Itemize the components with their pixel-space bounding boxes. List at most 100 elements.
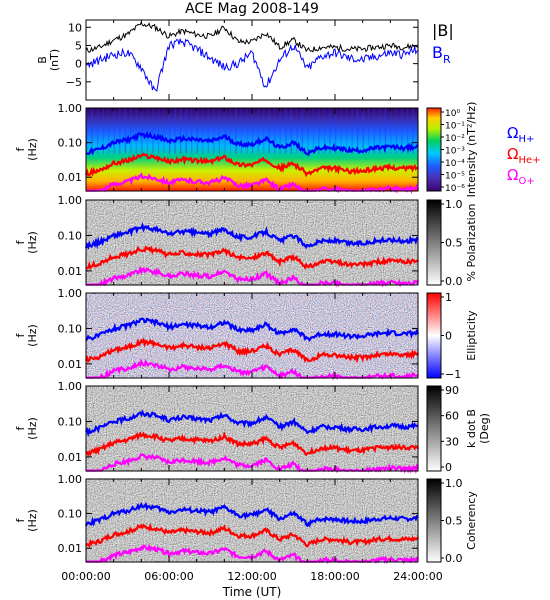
y-tick-label: 0.10 [58, 229, 83, 242]
omega-h-line [85, 409, 419, 438]
spectrogram-stripe [191, 108, 193, 154]
spectrogram-stripe [307, 108, 309, 154]
x-axis: 00:00:00 06:00:00 12:00:00 18:00:00 24:00:00 [61, 20, 443, 583]
y-axis-label: f [14, 239, 27, 244]
spectrogram-stripe [412, 108, 414, 154]
colorbar-tick-label: 0.0 [445, 275, 463, 288]
colorbar-tick-label: 30 [445, 435, 459, 448]
panel-ellipticity: 1.00 0.10 0.01 f (Hz) 1 0 −1 Ellipticity [14, 287, 478, 381]
colorbar-tick-label: 10⁻³ [445, 147, 465, 157]
omega-h-line [85, 130, 419, 156]
colorbar [426, 478, 442, 563]
y-tick-label: 0.10 [58, 137, 83, 150]
y-tick-label: 1.00 [58, 287, 83, 300]
x-tick-label: 00:00:00 [61, 570, 110, 583]
colorbar-label: (Deg) [478, 413, 491, 444]
spectrogram-stripe [395, 108, 398, 154]
panel-magnetic-field: 10 5 0 −5 B (nT) |B| BR [36, 19, 454, 101]
y-tick-label: 0.10 [58, 322, 83, 335]
spectrogram-stripe [152, 108, 154, 154]
y-axis-label-units: (Hz) [26, 417, 39, 440]
y-tick-label: 0.10 [58, 415, 83, 428]
spectrogram-stripe [119, 108, 121, 154]
series-b-radial [85, 38, 419, 93]
y-tick-label: 1.00 [58, 194, 83, 207]
colorbar [426, 385, 442, 472]
colorbar-tick-label: 10⁻² [445, 134, 465, 144]
spectrogram-stripe [296, 108, 298, 154]
spectrogram-stripe [169, 108, 171, 154]
y-axis-label-units: (Hz) [26, 138, 39, 161]
spectrogram-stripe [196, 108, 198, 154]
spectrogram-stripe [207, 108, 209, 154]
y-tick-label: 0.01 [58, 171, 83, 184]
panel-k-dot-b: 1.00 0.10 0.01 f (Hz) 90 60 30 0 k dot B (Deg) [14, 380, 491, 474]
spectrogram-stripe [290, 108, 292, 154]
y-tick-label: 0.01 [58, 265, 83, 278]
colorbar [426, 107, 442, 192]
figure-title: ACE Mag 2008-149 [185, 1, 319, 17]
spectrogram-stripe [268, 108, 270, 154]
spectrogram-stripe [246, 108, 248, 154]
omega-he-line [85, 522, 419, 549]
y-axis-label: B [36, 56, 49, 64]
spectrogram-stripe [373, 108, 375, 154]
y-tick-label: 0.10 [58, 508, 83, 521]
spectrogram-stripe [218, 108, 220, 154]
spectrogram-stripe [323, 108, 326, 154]
omega-h-line [84, 221, 419, 250]
legend-b-total: |B| [432, 21, 454, 40]
colorbar-tick-label: 0 [445, 461, 452, 474]
colorbar-tick-label: 0.5 [445, 515, 463, 528]
colorbar-label: k dot B [465, 409, 478, 448]
spectrogram-stripe [113, 108, 115, 154]
colorbar-tick-label: 10⁻⁵ [445, 172, 465, 182]
colorbar-tick-label: 1.0 [445, 198, 463, 211]
colorbar-tick-label: 1 [445, 291, 452, 304]
spectrogram-stripe [97, 108, 99, 154]
x-tick-label: 06:00:00 [144, 570, 193, 583]
y-tick-label: 1.00 [58, 102, 83, 115]
colorbar-tick-label: 10⁻⁴ [445, 159, 465, 169]
omega-he-line [85, 245, 419, 271]
spectrogram-stripe [390, 108, 392, 154]
colorbar-tick-label: 90 [445, 384, 459, 397]
spectrogram-k-dot-b [86, 386, 418, 471]
legend-b-radial: BR [432, 43, 451, 66]
y-tick-label: 0.01 [58, 542, 83, 555]
spectrogram-stripe [86, 108, 88, 154]
spectrogram-stripe [384, 108, 386, 154]
spectrogram-stripe [163, 108, 165, 154]
omega-h-line [85, 317, 420, 342]
spectrogram-stripe [263, 108, 265, 154]
spectrogram-stripe [213, 108, 215, 154]
y-tick-label: 5 [75, 39, 82, 52]
spectrogram-stripe [257, 108, 259, 154]
colorbar-label: Intensity (nT²/Hz) [465, 102, 478, 198]
spectrogram-stripe [102, 108, 104, 154]
colorbar-tick-label: 10⁻¹ [445, 122, 465, 132]
y-tick-label: −5 [66, 76, 82, 89]
spectrogram-stripe [335, 108, 337, 154]
y-axis-label: f [14, 332, 27, 337]
omega-he-line [84, 152, 419, 178]
colorbar-tick-label: 0 [445, 330, 452, 343]
x-tick-label: 18:00:00 [310, 570, 359, 583]
spectrogram-stripe [229, 108, 232, 154]
y-tick-label: 10 [68, 21, 82, 34]
colorbar-tick-label: 0.5 [445, 237, 463, 250]
y-tick-label: 0 [75, 58, 82, 71]
spectrogram-stripe [91, 108, 93, 154]
spectrogram-stripe [318, 108, 320, 154]
spectrogram-stripe [285, 108, 287, 154]
spectrogram-stripe [124, 108, 126, 154]
y-tick-label: 0.01 [58, 451, 83, 464]
x-axis-label: Time (UT) [222, 585, 282, 599]
colorbar-tick-label: 0.0 [445, 552, 463, 565]
y-axis-label-units: (Hz) [26, 231, 39, 254]
plot-area [86, 20, 418, 100]
spectrogram-stripe [130, 108, 132, 154]
